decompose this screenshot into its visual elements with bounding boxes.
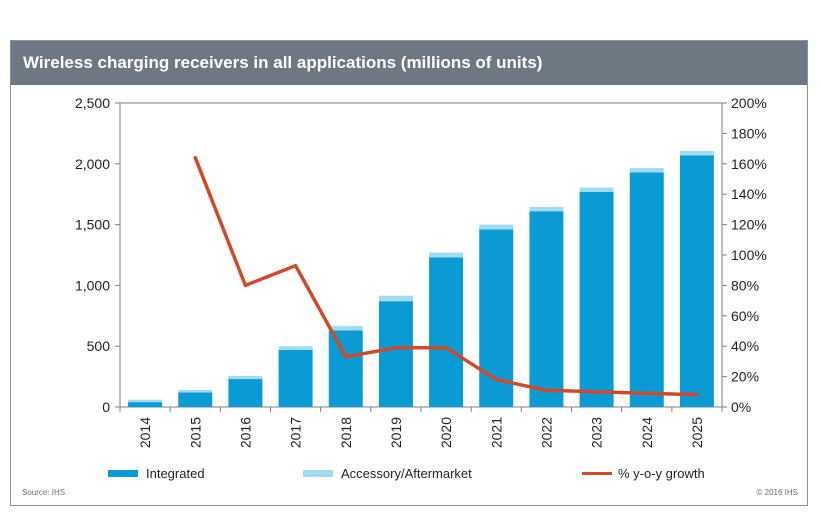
y-right-tick-label: 180% bbox=[731, 125, 767, 141]
y-right-tick-label: 140% bbox=[731, 186, 767, 202]
x-tick-label: 2017 bbox=[288, 417, 304, 448]
source-note: Source: IHS bbox=[22, 488, 66, 497]
y-right-tick-label: 80% bbox=[731, 277, 759, 293]
bar-integrated bbox=[328, 330, 363, 407]
x-tick-label: 2025 bbox=[689, 417, 705, 448]
x-tick-label: 2020 bbox=[438, 417, 454, 448]
bar-integrated bbox=[429, 257, 464, 407]
x-tick-label: 2024 bbox=[639, 417, 655, 448]
y-right-tick-label: 160% bbox=[731, 156, 767, 172]
bar-accessory bbox=[479, 224, 514, 230]
bar-integrated bbox=[128, 402, 163, 407]
x-tick-label: 2014 bbox=[137, 417, 153, 448]
bar-accessory bbox=[679, 151, 714, 156]
legend-swatch-integrated bbox=[108, 470, 138, 477]
x-tick-label: 2016 bbox=[237, 417, 253, 448]
bar-integrated bbox=[479, 229, 514, 407]
bar-accessory bbox=[579, 187, 614, 192]
y-right-tick-label: 40% bbox=[731, 338, 759, 354]
copyright-note: © 2016 IHS bbox=[756, 488, 798, 497]
y-right-tick-label: 120% bbox=[731, 217, 767, 233]
chart-frame: Wireless charging receivers in all appli… bbox=[10, 40, 808, 506]
bar-accessory bbox=[629, 168, 664, 173]
y-right-tick-label: 20% bbox=[731, 369, 759, 385]
bar-accessory bbox=[529, 206, 564, 212]
growth-line bbox=[193, 155, 699, 397]
bar-accessory bbox=[278, 346, 313, 350]
x-tick-label: 2019 bbox=[388, 417, 404, 448]
y-right-tick-label: 60% bbox=[731, 308, 759, 324]
legend-swatch-growth bbox=[582, 472, 612, 475]
legend-swatch-accessory bbox=[303, 470, 333, 477]
y-right-tick-label: 100% bbox=[731, 247, 767, 263]
x-tick-label: 2018 bbox=[338, 417, 354, 448]
y-left-tick-label: 1,500 bbox=[75, 217, 110, 233]
legend-label-accessory: Accessory/Aftermarket bbox=[341, 466, 472, 481]
y-left-tick-label: 2,500 bbox=[75, 95, 110, 111]
x-tick-label: 2022 bbox=[538, 417, 554, 448]
y-right-tick-label: 0% bbox=[731, 399, 751, 415]
legend-label-integrated: Integrated bbox=[146, 466, 205, 481]
x-tick-label: 2021 bbox=[488, 417, 504, 448]
bar-accessory bbox=[178, 389, 213, 393]
bar-accessory bbox=[378, 295, 413, 302]
bar-integrated bbox=[178, 392, 213, 407]
bar-integrated bbox=[679, 155, 714, 407]
bar-accessory bbox=[128, 399, 163, 403]
bar-integrated bbox=[529, 211, 564, 407]
bar-integrated bbox=[228, 379, 263, 407]
legend-label-growth: % y-o-y growth bbox=[618, 466, 705, 481]
x-tick-label: 2023 bbox=[589, 417, 605, 448]
bar-accessory bbox=[429, 252, 464, 258]
bar-integrated bbox=[378, 301, 413, 407]
x-tick-label: 2015 bbox=[187, 417, 203, 448]
y-left-tick-label: 2,000 bbox=[75, 156, 110, 172]
bar-accessory bbox=[228, 375, 263, 380]
bar-integrated bbox=[579, 191, 614, 407]
chart-title: Wireless charging receivers in all appli… bbox=[11, 41, 807, 85]
bar-accessory bbox=[328, 326, 363, 331]
y-left-tick-label: 0 bbox=[102, 399, 110, 415]
y-left-tick-label: 500 bbox=[87, 338, 111, 354]
bar-integrated bbox=[629, 172, 664, 407]
y-right-tick-label: 200% bbox=[731, 95, 767, 111]
bar-integrated bbox=[278, 349, 313, 407]
y-left-tick-label: 1,000 bbox=[75, 277, 110, 293]
